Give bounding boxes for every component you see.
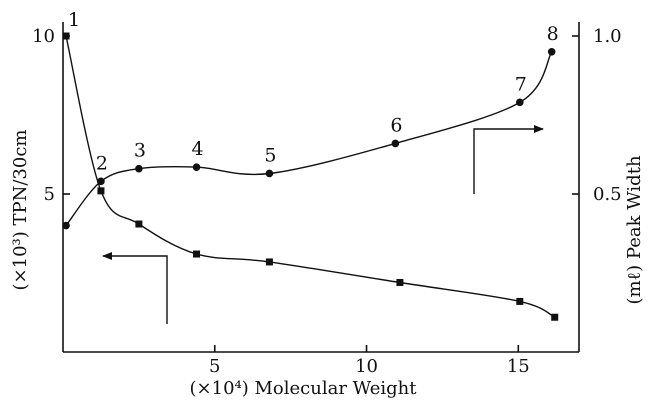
y-ticks-left: 5 10 xyxy=(32,26,70,205)
point-label-6: 6 xyxy=(390,114,402,136)
series-1-point-6 xyxy=(516,297,524,305)
x-axis-label: (×10⁴) Molecular Weight xyxy=(190,378,418,399)
y-right-tick-label-0: 0.5 xyxy=(593,184,622,205)
point-label-3: 3 xyxy=(134,140,146,162)
series-0-point-1 xyxy=(97,177,105,186)
point-label-2: 2 xyxy=(96,152,108,174)
series-0-point-5 xyxy=(391,139,400,148)
point-label-4: 4 xyxy=(192,138,204,160)
series-1-point-2 xyxy=(135,220,143,228)
y-ticks-right: 0.5 1.0 xyxy=(572,26,622,205)
series-1-point-3 xyxy=(193,250,201,258)
series-1-point-0 xyxy=(62,32,70,40)
series-0-point-7 xyxy=(547,48,556,56)
point-labels: 2 3 4 5 6 7 8 1 xyxy=(68,9,559,174)
series-curves xyxy=(65,35,556,318)
plot-frame xyxy=(62,22,580,353)
series-1-point-5 xyxy=(396,278,404,286)
left-axis-pointer-arrow xyxy=(102,252,168,324)
series-1-point-4 xyxy=(265,258,273,266)
series-0-curve xyxy=(65,51,553,227)
series-1-point-1 xyxy=(97,187,105,195)
series-0-point-6 xyxy=(516,98,524,107)
x-ticks: 5 10 15 xyxy=(209,345,530,377)
point-label-8: 8 xyxy=(547,23,559,45)
point-label-1: 1 xyxy=(68,9,80,31)
series-1-curve xyxy=(65,35,556,318)
y-right-tick-label-1: 1.0 xyxy=(593,26,622,47)
series-0-point-0 xyxy=(62,221,70,230)
x-tick-label-2: 15 xyxy=(507,356,530,377)
x-tick-label-1: 10 xyxy=(355,356,378,377)
series-0-point-3 xyxy=(192,163,201,171)
series-markers xyxy=(62,32,559,321)
y-axis-right-label: (mℓ) Peak Width xyxy=(624,155,645,304)
series-0-point-2 xyxy=(135,164,143,173)
y-left-tick-label-0: 5 xyxy=(44,184,55,205)
y-axis-left-label: (×10³) TPN/30cm xyxy=(10,130,31,291)
y-left-tick-label-1: 10 xyxy=(32,26,55,47)
right-axis-pointer-arrow xyxy=(473,125,544,194)
axis-pointer-arrows xyxy=(102,125,544,324)
series-0-point-4 xyxy=(265,169,274,178)
point-label-7: 7 xyxy=(515,73,527,95)
point-label-5: 5 xyxy=(264,144,276,166)
x-tick-label-0: 5 xyxy=(209,356,220,377)
series-1-point-7 xyxy=(551,313,559,321)
